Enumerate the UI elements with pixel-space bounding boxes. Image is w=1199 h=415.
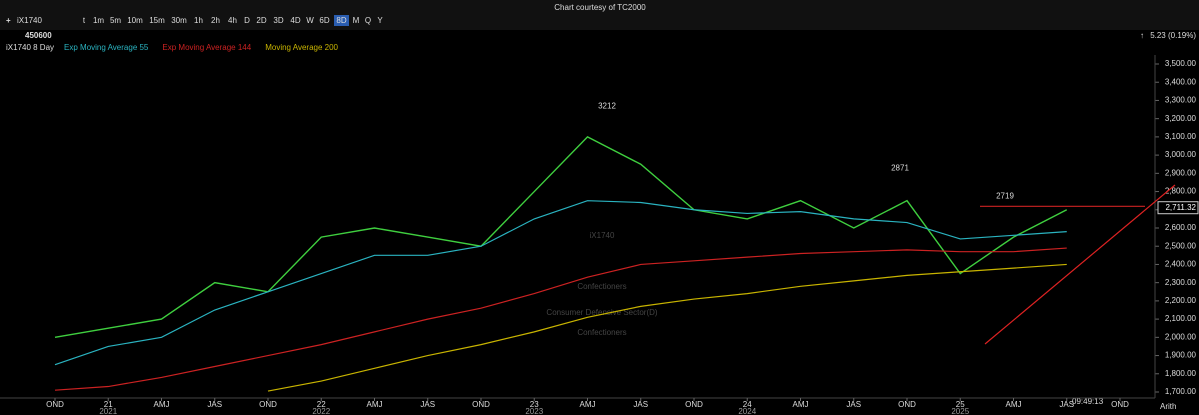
timeframe-button[interactable]: t	[83, 16, 86, 25]
x-tick-label: 24	[743, 400, 752, 409]
year-label: 2023	[525, 407, 543, 415]
y-tick-label: 2,800.00	[1165, 187, 1197, 196]
timeframe-button[interactable]: Q	[365, 16, 371, 25]
year-label: 2024	[738, 407, 756, 415]
legend-entry[interactable]: Exp Moving Average 144	[162, 43, 251, 52]
y-tick-label: 3,200.00	[1165, 114, 1197, 123]
y-tick-label: 2,400.00	[1165, 260, 1197, 269]
x-tick-label: 23	[530, 400, 539, 409]
x-tick-label: JAS	[420, 400, 435, 409]
timeframe-button[interactable]: W	[306, 16, 314, 25]
timeframe-button[interactable]: 6D	[319, 16, 329, 25]
timeframe-button[interactable]: Y	[377, 16, 383, 25]
timeframe-button[interactable]: 10m	[127, 16, 143, 25]
x-tick-label: AMJ	[367, 400, 383, 409]
x-tick-label: OND	[685, 400, 703, 409]
y-tick-label: 3,100.00	[1165, 132, 1197, 141]
timeframe-button[interactable]: 30m	[171, 16, 187, 25]
timeframe-button[interactable]: 5m	[110, 16, 121, 25]
year-label: 2025	[951, 407, 969, 415]
timeframe-button[interactable]: 1m	[93, 16, 104, 25]
y-tick-label: 3,500.00	[1165, 59, 1197, 68]
x-tick-label: 22	[317, 400, 326, 409]
scale-mode[interactable]: Arith	[1160, 402, 1176, 411]
y-tick-label: 2,200.00	[1165, 296, 1197, 305]
timeframe-button[interactable]: 3D	[273, 16, 283, 25]
watermark-sector: Consumer Defensive Sector(D)	[546, 308, 657, 317]
x-tick-label: JAS	[846, 400, 861, 409]
legend-entry[interactable]: Moving Average 200	[265, 43, 338, 52]
x-tick-label: OND	[898, 400, 916, 409]
watermark-symbol: iX1740	[590, 231, 615, 240]
x-tick-label: JAS	[207, 400, 222, 409]
x-tick-label: JAS	[1059, 400, 1074, 409]
legend-entry[interactable]: iX1740 8 Day	[6, 43, 54, 52]
x-tick-label: 25	[956, 400, 965, 409]
y-tick-label: 1,900.00	[1165, 351, 1197, 360]
series-line	[54, 200, 1067, 366]
x-tick-label: AMJ	[154, 400, 170, 409]
year-label: 2022	[312, 407, 330, 415]
series-line	[54, 247, 1067, 391]
x-tick-label: OND	[1111, 400, 1129, 409]
trendline	[984, 184, 1176, 345]
timeframe-button[interactable]: 4D	[290, 16, 300, 25]
caption: Chart courtesy of TC2000	[554, 3, 646, 12]
symbol[interactable]: iX1740	[17, 16, 42, 25]
y-tick-label: 2,300.00	[1165, 278, 1197, 287]
timeframe-button[interactable]: 2h	[211, 16, 220, 25]
y-tick-label: 3,000.00	[1165, 150, 1197, 159]
y-tick-label: 3,400.00	[1165, 77, 1197, 86]
x-tick-label: OND	[46, 400, 64, 409]
symbol-code: 450600	[25, 31, 52, 40]
timeframe-button[interactable]: 1h	[194, 16, 203, 25]
y-tick-label: 2,600.00	[1165, 223, 1197, 232]
x-tick-label: AMJ	[1006, 400, 1022, 409]
x-tick-label: JAS	[633, 400, 648, 409]
y-tick-label: 2,900.00	[1165, 168, 1197, 177]
add-icon[interactable]: +	[6, 16, 11, 25]
series-line	[267, 263, 1067, 392]
y-tick-label: 3,300.00	[1165, 96, 1197, 105]
last-price-box	[1157, 201, 1199, 215]
peak-label: 2871	[891, 164, 909, 173]
timeframe-button[interactable]: 4h	[228, 16, 237, 25]
clock: 09:49:13	[1072, 397, 1104, 406]
y-tick-label: 1,700.00	[1165, 387, 1197, 396]
timeframe-button[interactable]: M	[353, 16, 360, 25]
change: 5.23 (0.19%)	[1150, 31, 1196, 40]
active-timeframe	[334, 15, 349, 26]
x-tick-label: AMJ	[793, 400, 809, 409]
x-tick-label: 21	[104, 400, 113, 409]
timeframe-button[interactable]: 2D	[256, 16, 266, 25]
peak-label: 2719	[996, 191, 1014, 200]
y-tick-label: 2,500.00	[1165, 241, 1197, 250]
legend-entry[interactable]: Exp Moving Average 55	[64, 43, 149, 52]
timeframe-button[interactable]: D	[244, 16, 250, 25]
x-tick-label: OND	[472, 400, 490, 409]
x-tick-label: AMJ	[580, 400, 596, 409]
y-tick-label: 2,100.00	[1165, 314, 1197, 323]
x-tick-label: OND	[259, 400, 277, 409]
toolbar	[0, 0, 1199, 30]
last-price-label: 2,711.32	[1165, 203, 1196, 212]
y-tick-label: 2,000.00	[1165, 332, 1197, 341]
up-arrow: ↑	[1140, 31, 1144, 40]
timeframe-button[interactable]: 8D	[336, 16, 346, 25]
watermark-industry: Confectioners	[577, 282, 626, 291]
series-line	[54, 136, 1068, 339]
watermark: iX1740 Confectioners Consumer Defensive …	[546, 231, 657, 337]
y-tick-label: 1,800.00	[1165, 369, 1197, 378]
watermark-group: Confectioners	[577, 328, 626, 337]
peak-label: 3212	[598, 102, 616, 111]
timeframe-button[interactable]: 15m	[149, 16, 165, 25]
year-label: 2021	[99, 407, 117, 415]
